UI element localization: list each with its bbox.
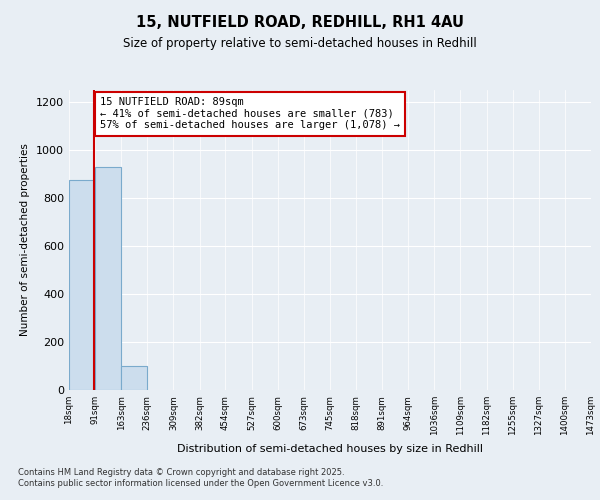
Bar (69, 180, 95, 390)
Bar (121, 366, 147, 390)
Text: 15 NUTFIELD ROAD: 89sqm
← 41% of semi-detached houses are smaller (783)
57% of s: 15 NUTFIELD ROAD: 89sqm ← 41% of semi-de… (100, 97, 400, 130)
Text: Size of property relative to semi-detached houses in Redhill: Size of property relative to semi-detach… (123, 38, 477, 51)
Text: 15, NUTFIELD ROAD, REDHILL, RH1 4AU: 15, NUTFIELD ROAD, REDHILL, RH1 4AU (136, 15, 464, 30)
Bar (95, 167, 121, 390)
Text: Contains HM Land Registry data © Crown copyright and database right 2025.
Contai: Contains HM Land Registry data © Crown c… (18, 468, 383, 487)
X-axis label: Distribution of semi-detached houses by size in Redhill: Distribution of semi-detached houses by … (177, 444, 483, 454)
Y-axis label: Number of semi-detached properties: Number of semi-detached properties (20, 144, 31, 336)
